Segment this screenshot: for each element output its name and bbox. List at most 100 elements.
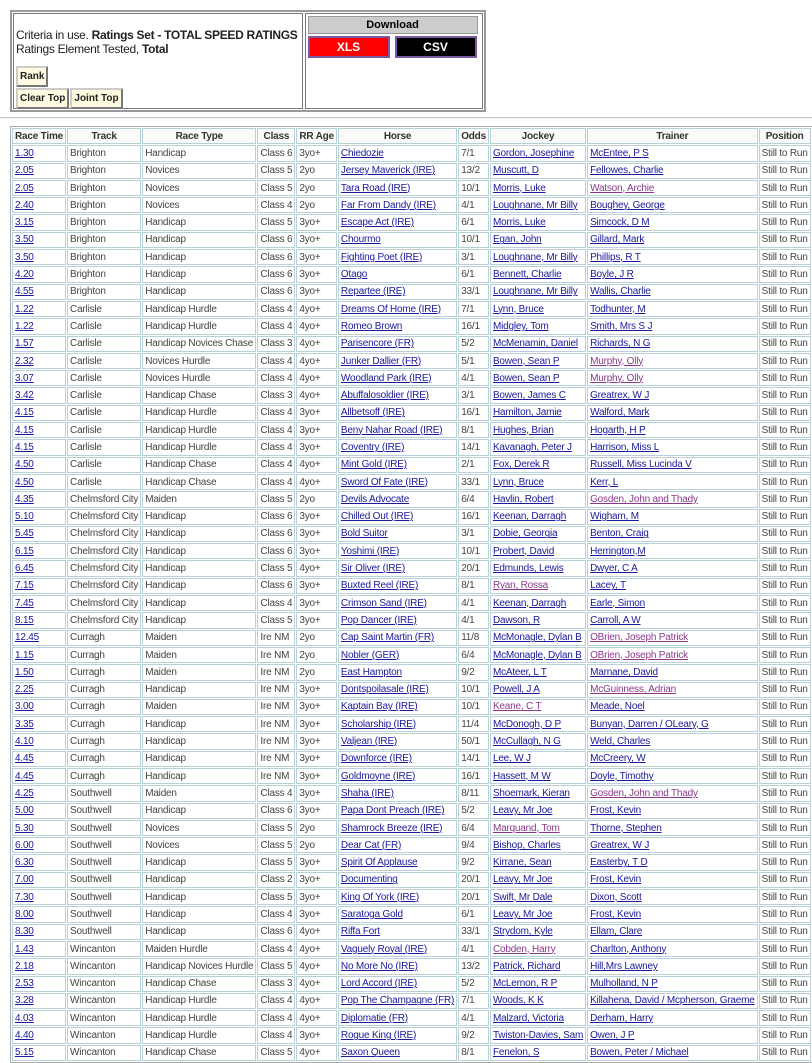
trainer-link[interactable]: Harrison, Miss L <box>590 441 660 453</box>
jockey-link[interactable]: Fox, Derek R <box>492 459 550 471</box>
trainer-link[interactable]: Frost, Kevin <box>590 874 642 886</box>
race-time-link[interactable]: 2.32 <box>15 355 34 367</box>
horse-link[interactable]: Junker Dallier (FR) <box>340 355 422 367</box>
trainer-link[interactable]: Gillard, Mark <box>590 234 645 246</box>
horse-link[interactable]: Fighting Poet (IRE) <box>340 251 423 263</box>
race-time-link[interactable]: 4.20 <box>15 269 34 281</box>
horse-link[interactable]: Sword Of Fate (IRE) <box>340 476 428 488</box>
race-time-link[interactable]: 3.50 <box>15 234 34 246</box>
race-time-link[interactable]: 5.10 <box>15 511 34 523</box>
trainer-link[interactable]: Mulholland, N P <box>590 978 658 990</box>
trainer-link[interactable]: Carroll, A W <box>590 614 641 626</box>
horse-link[interactable]: Escape Act (IRE) <box>340 217 414 229</box>
horse-link[interactable]: Kaptain Bay (IRE) <box>340 701 418 713</box>
race-time-link[interactable]: 3.50 <box>15 251 34 263</box>
trainer-link[interactable]: Murphy, Olly <box>590 355 644 367</box>
trainer-link[interactable]: Russell, Miss Lucinda V <box>590 459 692 471</box>
jockey-link[interactable]: Malzard, Victoria <box>492 1012 564 1024</box>
horse-link[interactable]: Chourmo <box>340 234 381 246</box>
race-time-link[interactable]: 4.50 <box>15 459 34 471</box>
horse-link[interactable]: Allbetsoff (IRE) <box>340 407 405 419</box>
trainer-link[interactable]: Lacey, T <box>590 580 626 592</box>
race-time-link[interactable]: 1.30 <box>15 147 34 159</box>
race-time-link[interactable]: 4.25 <box>15 787 34 799</box>
race-time-link[interactable]: 2.25 <box>15 684 34 696</box>
race-time-link[interactable]: 1.57 <box>15 338 34 350</box>
horse-link[interactable]: Parisencore (FR) <box>340 338 414 350</box>
race-time-link[interactable]: 1.22 <box>15 320 34 332</box>
race-time-link[interactable]: 5.00 <box>15 805 34 817</box>
trainer-link[interactable]: Herrington,M <box>590 545 646 557</box>
trainer-link[interactable]: Easterby, T D <box>590 857 648 869</box>
jockey-link[interactable]: Fenelon, S <box>492 1047 540 1059</box>
jockey-link[interactable]: Bowen, Sean P <box>492 355 560 367</box>
jockey-link[interactable]: Lynn, Bruce <box>492 476 544 488</box>
jockey-link[interactable]: Dawson, R <box>492 614 541 626</box>
horse-link[interactable]: Chilled Out (IRE) <box>340 511 414 523</box>
race-time-link[interactable]: 3.35 <box>15 718 34 730</box>
race-time-link[interactable]: 7.15 <box>15 580 34 592</box>
race-time-link[interactable]: 6.00 <box>15 839 34 851</box>
trainer-link[interactable]: Bunyan, Darren / OLeary, G <box>590 718 709 730</box>
jockey-link[interactable]: Shoemark, Kieran <box>492 787 570 799</box>
horse-link[interactable]: Sir Oliver (IRE) <box>340 563 405 575</box>
clear-top-button[interactable]: Clear Top <box>16 88 70 109</box>
race-time-link[interactable]: 6.30 <box>15 857 34 869</box>
jockey-link[interactable]: Leavy, Mr Joe <box>492 805 553 817</box>
jockey-link[interactable]: Powell, J A <box>492 684 540 696</box>
race-time-link[interactable]: 4.35 <box>15 493 34 505</box>
trainer-link[interactable]: Smith, Mrs S J <box>590 320 653 332</box>
race-time-link[interactable]: 4.40 <box>15 1030 34 1042</box>
horse-link[interactable]: Yoshimi (IRE) <box>340 545 400 557</box>
race-time-link[interactable]: 2.18 <box>15 960 34 972</box>
race-time-link[interactable]: 7.45 <box>15 597 34 609</box>
horse-link[interactable]: Mint Gold (IRE) <box>340 459 407 471</box>
jockey-link[interactable]: Leavy, Mr Joe <box>492 909 553 920</box>
horse-link[interactable]: Cap Saint Martin (FR) <box>340 632 434 644</box>
trainer-link[interactable]: Frost, Kevin <box>590 805 642 817</box>
jockey-link[interactable]: Hughes, Brian <box>492 424 554 436</box>
trainer-link[interactable]: Kerr, L <box>590 476 619 488</box>
trainer-link[interactable]: Killahena, David / Mcpherson, Graeme <box>590 995 755 1007</box>
trainer-link[interactable]: Richards, N G <box>590 338 651 350</box>
jockey-link[interactable]: Patrick, Richard <box>492 960 561 972</box>
trainer-link[interactable]: Hill,Mrs Lawney <box>590 960 658 972</box>
jockey-link[interactable]: Loughnane, Mr Billy <box>492 199 578 211</box>
horse-link[interactable]: Pop The Champagne (FR) <box>340 995 455 1007</box>
jockey-link[interactable]: Marquand, Tom <box>492 822 560 834</box>
race-time-link[interactable]: 4.10 <box>15 736 34 748</box>
horse-link[interactable]: Downforce (IRE) <box>340 753 412 765</box>
race-time-link[interactable]: 7.30 <box>15 891 34 903</box>
jockey-link[interactable]: McMonagle, Dylan B <box>492 632 582 644</box>
horse-link[interactable]: King Of York (IRE) <box>340 891 420 903</box>
horse-link[interactable]: Dear Cat (FR) <box>340 839 402 851</box>
trainer-link[interactable]: Boyle, J R <box>590 269 634 281</box>
race-time-link[interactable]: 4.03 <box>15 1012 34 1024</box>
horse-link[interactable]: Otago <box>340 269 368 281</box>
race-time-link[interactable]: 4.15 <box>15 424 34 436</box>
horse-link[interactable]: Crimson Sand (IRE) <box>340 597 427 609</box>
jockey-link[interactable]: Bowen, James C <box>492 390 566 402</box>
race-time-link[interactable]: 4.55 <box>15 286 34 298</box>
jockey-link[interactable]: McAteer, L T <box>492 666 547 678</box>
jockey-link[interactable]: Bowen, Sean P <box>492 372 560 384</box>
horse-link[interactable]: Vaguely Royal (IRE) <box>340 943 427 955</box>
trainer-link[interactable]: McGuinness, Adrian <box>590 684 676 696</box>
horse-link[interactable]: Lord Accord (IRE) <box>340 978 417 990</box>
jockey-link[interactable]: Egan, John <box>492 234 542 246</box>
race-time-link[interactable]: 3.07 <box>15 372 34 384</box>
jockey-link[interactable]: Bennett, Charlie <box>492 269 562 281</box>
race-time-link[interactable]: 2.40 <box>15 199 34 211</box>
trainer-link[interactable]: Owen, J P <box>590 1030 635 1042</box>
jockey-link[interactable]: Edmunds, Lewis <box>492 563 564 575</box>
horse-link[interactable]: Riffa Fort <box>340 926 380 938</box>
csv-download-button[interactable]: CSV <box>394 36 477 58</box>
horse-link[interactable]: Dreams Of Home (IRE) <box>340 303 441 315</box>
xls-download-button[interactable]: XLS <box>307 36 390 58</box>
trainer-link[interactable]: Bowen, Peter / Michael <box>590 1047 689 1059</box>
jockey-link[interactable]: Midgley, Tom <box>492 320 549 332</box>
joint-top-button[interactable]: Joint Top <box>70 88 123 109</box>
trainer-link[interactable]: Meade, Noel <box>590 701 645 713</box>
trainer-link[interactable]: OBrien, Joseph Patrick <box>590 632 688 644</box>
trainer-link[interactable]: Gosden, John and Thady <box>590 493 698 505</box>
